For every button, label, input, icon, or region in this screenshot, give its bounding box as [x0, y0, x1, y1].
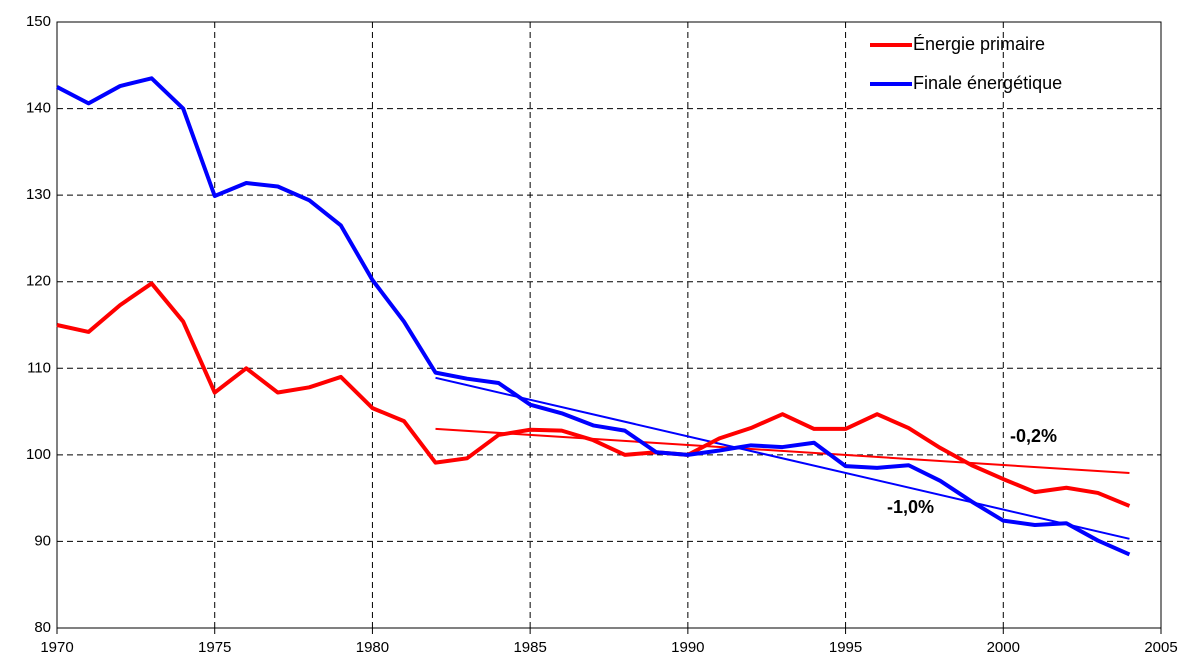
series-line	[56, 281, 1131, 508]
legend-label: Finale énergétique	[913, 73, 1062, 93]
legend-label: Énergie primaire	[913, 34, 1045, 54]
x-tick-label: 1970	[40, 639, 73, 656]
plot-border	[56, 21, 1162, 629]
series-line	[56, 76, 1131, 557]
trend-line	[435, 376, 1130, 540]
x-tick-label: 2000	[987, 639, 1020, 656]
x-tick-label: 1975	[198, 639, 231, 656]
x-tick-label: 1985	[513, 639, 546, 656]
y-tick-label: 100	[26, 446, 51, 463]
y-tick-label: 140	[26, 100, 51, 117]
y-tick-label: 110	[27, 359, 51, 376]
x-tick-label: 1990	[671, 639, 704, 656]
y-tick-label: 90	[34, 532, 51, 549]
annotation: -1,0%	[887, 497, 934, 517]
y-tick-label: 130	[26, 186, 51, 203]
x-tick-label: 1995	[829, 639, 862, 656]
x-tick-label: 2005	[1144, 639, 1177, 656]
y-tick-label: 150	[26, 13, 51, 30]
y-tick-label: 80	[34, 619, 51, 636]
annotation: -0,2%	[1010, 426, 1057, 446]
y-tick-label: 120	[26, 273, 51, 290]
x-tick-label: 1980	[356, 639, 389, 656]
trend-line	[435, 427, 1130, 475]
